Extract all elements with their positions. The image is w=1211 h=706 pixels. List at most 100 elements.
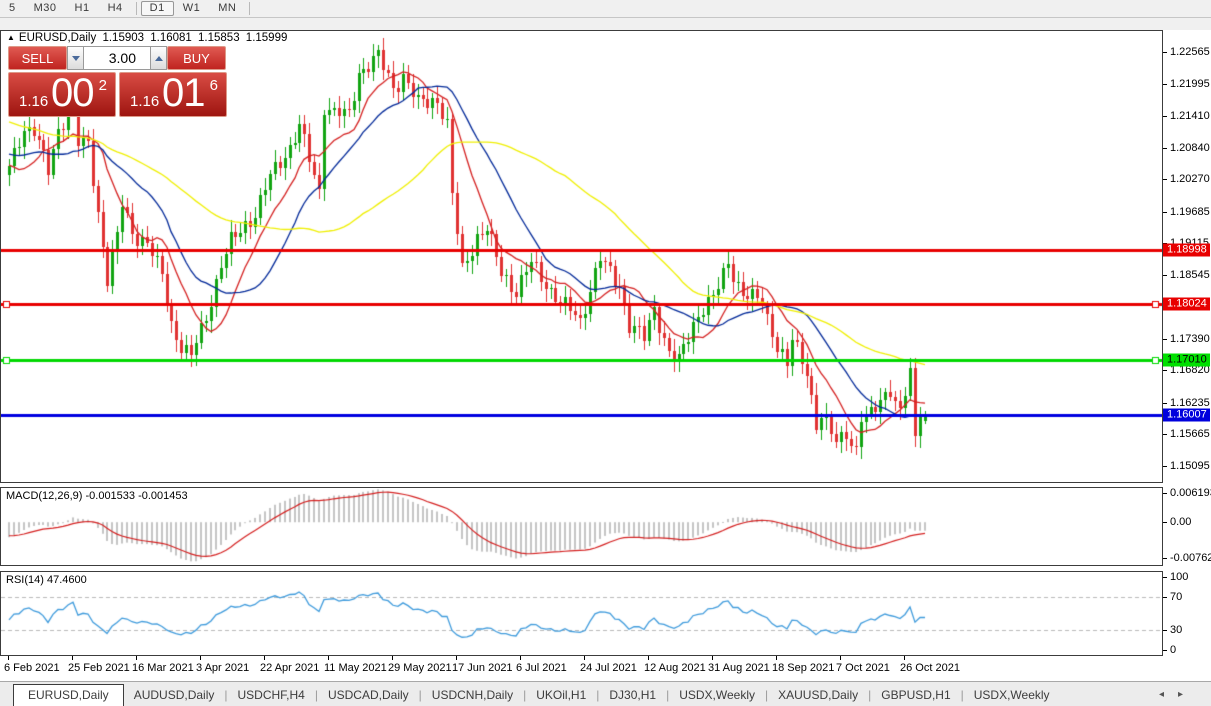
date-tick-mark xyxy=(648,656,649,660)
macd-tick-label: 0.006193 xyxy=(1170,487,1211,499)
price-tick-label: 1.15095 xyxy=(1170,460,1210,472)
date-tick-label: 16 Mar 2021 xyxy=(132,662,194,674)
macd-panel: MACD(12,26,9) -0.001533 -0.001453 xyxy=(0,487,1163,566)
symbol-marker-icon: ▲ xyxy=(7,33,15,42)
timeframe-button-mn[interactable]: MN xyxy=(218,2,237,14)
date-tick-label: 24 Jul 2021 xyxy=(580,662,637,674)
toolbar-separator xyxy=(135,2,137,15)
date-tick-mark xyxy=(200,656,201,660)
price-tick-label: 1.16820 xyxy=(1170,364,1210,376)
price-tick-mark xyxy=(1163,179,1167,180)
date-tick-label: 6 Jul 2021 xyxy=(516,662,567,674)
timeframe-button-w1[interactable]: W1 xyxy=(182,2,201,14)
timeframe-button-h4[interactable]: H4 xyxy=(107,2,123,14)
rsi-label: RSI(14) 47.4600 xyxy=(6,574,87,586)
tab-separator: | xyxy=(418,688,422,702)
price-tick-mark xyxy=(1163,370,1167,371)
price-tick-mark xyxy=(1163,84,1167,85)
price-tick-mark xyxy=(1163,212,1167,213)
sell-price-button[interactable]: 1.16 00 2 xyxy=(8,71,116,117)
date-tick-label: 31 Aug 2021 xyxy=(708,662,770,674)
quote-close: 1.15999 xyxy=(245,32,288,44)
timeframe-button-d1[interactable]: D1 xyxy=(140,1,174,16)
price-tick-mark xyxy=(1163,434,1167,435)
price-tick-label: 1.21410 xyxy=(1170,110,1210,122)
sell-price-big: 00 xyxy=(51,71,94,115)
price-tick-label: 1.18545 xyxy=(1170,269,1210,281)
date-tick-mark xyxy=(456,656,457,660)
timeframe-toolbar: 5 M30 H1 H4 D1 W1 MN xyxy=(0,0,1211,18)
sell-price-sup: 2 xyxy=(98,77,107,94)
date-tick-mark xyxy=(840,656,841,660)
buy-price-big: 01 xyxy=(162,71,205,115)
date-axis[interactable]: 6 Feb 2021 25 Feb 2021 16 Mar 2021 3 Apr 20… xyxy=(0,656,1163,681)
chart-tab-dj30-h1[interactable]: DJ30,H1 xyxy=(609,688,657,702)
date-tick-label: 7 Oct 2021 xyxy=(836,662,890,674)
rsi-tick-label: 0 xyxy=(1170,644,1177,656)
price-level-badge: 1.18024 xyxy=(1163,297,1210,311)
rsi-panel: RSI(14) 47.4600 xyxy=(0,571,1163,656)
buy-button[interactable]: BUY xyxy=(167,46,226,70)
macd-tick-mark xyxy=(1163,493,1167,494)
macd-label: MACD(12,26,9) -0.001533 -0.001453 xyxy=(6,490,188,502)
macd-canvas[interactable] xyxy=(1,488,1162,565)
date-tick-label: 12 Aug 2021 xyxy=(644,662,706,674)
chart-tab-gbpusd-h1[interactable]: GBPUSD,H1 xyxy=(881,688,951,702)
timeframe-button-5[interactable]: 5 xyxy=(9,2,16,14)
price-tick-label: 1.21995 xyxy=(1170,78,1210,90)
chart-tab-audusd-daily[interactable]: AUDUSD,Daily xyxy=(133,688,215,702)
toolbar-separator xyxy=(249,2,251,15)
price-tick-label: 1.16235 xyxy=(1170,397,1210,409)
tab-separator: | xyxy=(224,688,228,702)
price-tick-mark xyxy=(1163,466,1167,467)
one-click-trading-panel: SELL BUY 1.16 00 2 1.16 01 6 xyxy=(8,46,229,117)
price-tick-mark xyxy=(1163,339,1167,340)
price-tick-mark xyxy=(1163,275,1167,276)
date-tick-mark xyxy=(520,656,521,660)
price-tick-label: 1.19685 xyxy=(1170,206,1210,218)
timeframe-button-m30[interactable]: M30 xyxy=(33,2,57,14)
chart-tab-ukoil-h1[interactable]: UKOil,H1 xyxy=(536,688,587,702)
price-tick-mark xyxy=(1163,148,1167,149)
rsi-tick-label: 30 xyxy=(1170,624,1183,636)
buy-price-button[interactable]: 1.16 01 6 xyxy=(119,71,227,117)
date-tick-mark xyxy=(136,656,137,660)
tab-scroll-arrows[interactable]: ◂▸ xyxy=(1158,688,1197,700)
date-tick-label: 6 Feb 2021 xyxy=(4,662,60,674)
chart-tab-xauusd-daily[interactable]: XAUUSD,Daily xyxy=(778,688,859,702)
date-tick-label: 3 Apr 2021 xyxy=(196,662,250,674)
macd-tick-mark xyxy=(1163,558,1167,559)
chart-tab-usdcad-daily[interactable]: USDCAD,Daily xyxy=(327,688,409,702)
sell-button[interactable]: SELL xyxy=(8,46,67,70)
timeframe-button-h1[interactable]: H1 xyxy=(74,2,90,14)
date-tick-label: 17 Jun 2021 xyxy=(452,662,513,674)
rsi-tick-label: 100 xyxy=(1170,571,1189,583)
macd-tick-label: 0.00 xyxy=(1170,516,1192,528)
quote-open: 1.15903 xyxy=(102,32,145,44)
price-tick-label: 1.17390 xyxy=(1170,333,1210,345)
volume-increase-button[interactable] xyxy=(150,46,167,70)
quote-high: 1.16081 xyxy=(150,32,192,44)
date-tick-label: 29 May 2021 xyxy=(388,662,452,674)
price-axis[interactable]: 1.22565 1.21995 1.21410 1.20840 1.20270 1.196… xyxy=(1163,30,1211,656)
date-tick-label: 22 Apr 2021 xyxy=(260,662,320,674)
chart-tab-usdcnh-daily[interactable]: USDCNH,Daily xyxy=(431,688,514,702)
volume-decrease-button[interactable] xyxy=(67,46,84,70)
price-tick-mark xyxy=(1163,52,1167,53)
date-tick-mark xyxy=(904,656,905,660)
rsi-tick-mark xyxy=(1163,597,1167,598)
volume-input[interactable] xyxy=(84,46,150,70)
date-tick-label: 25 Feb 2021 xyxy=(68,662,130,674)
quote-low: 1.15853 xyxy=(198,32,240,44)
tab-separator: | xyxy=(523,688,527,702)
chart-tab-usdx-weekly[interactable]: USDX,Weekly xyxy=(679,688,755,702)
chart-tab-usdchf-h4[interactable]: USDCHF,H4 xyxy=(237,688,305,702)
chart-tab-usdx-weekly[interactable]: USDX,Weekly xyxy=(973,688,1050,702)
buy-price-prefix: 1.16 xyxy=(130,93,160,110)
chart-tab-eurusd-daily[interactable]: EURUSD,Daily xyxy=(13,684,124,706)
rsi-canvas[interactable] xyxy=(1,572,1162,655)
date-tick-mark xyxy=(712,656,713,660)
chevron-down-icon xyxy=(71,55,80,61)
date-tick-mark xyxy=(8,656,9,660)
price-level-badge: 1.18998 xyxy=(1163,243,1210,257)
